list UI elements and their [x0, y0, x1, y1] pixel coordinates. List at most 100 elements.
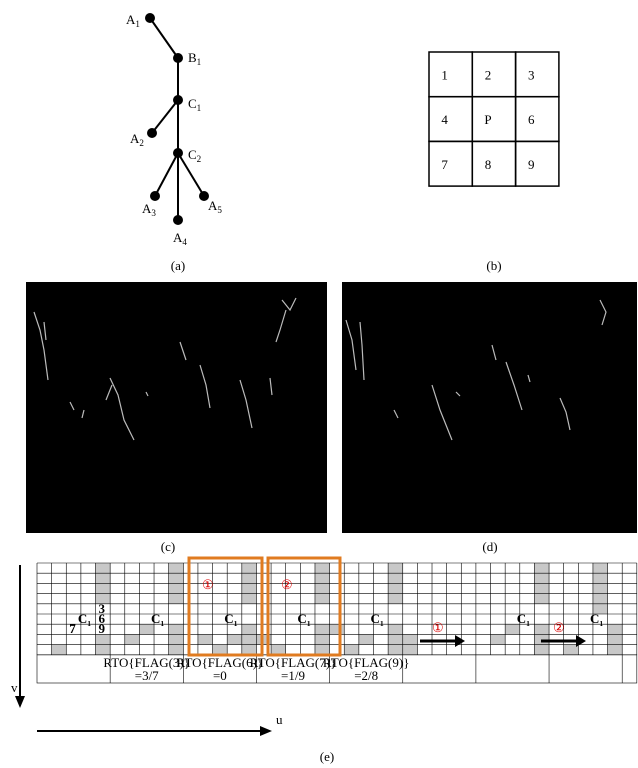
gray-cell — [198, 634, 213, 644]
gray-cell — [242, 624, 257, 634]
grid-cell — [429, 141, 472, 186]
cell-label: 2 — [485, 67, 492, 82]
gray-cell — [169, 645, 184, 655]
gray-cell — [242, 573, 257, 583]
gray-cell — [593, 573, 608, 583]
label-base: C — [517, 611, 526, 626]
label-sub: 1 — [197, 57, 202, 67]
caption: (e) — [320, 749, 334, 764]
label-sub: 1 — [87, 619, 91, 628]
gray-cell — [169, 634, 184, 644]
label: C1 — [151, 611, 164, 628]
caption: (b) — [486, 258, 501, 273]
gray-cell — [534, 624, 549, 634]
gray-cell — [344, 645, 359, 655]
label-sub: 1 — [197, 103, 202, 113]
label: C1 — [224, 611, 237, 628]
gray-cell — [534, 645, 549, 655]
gray-cell — [593, 563, 608, 573]
grid-cell — [429, 97, 472, 142]
gray-cell — [271, 645, 286, 655]
label-base: C — [370, 611, 379, 626]
gray-cell — [608, 645, 623, 655]
label-sub: 1 — [135, 19, 140, 29]
gray-cell — [169, 583, 184, 593]
label-sub: 1 — [599, 619, 603, 628]
gray-cell — [388, 583, 403, 593]
label-base: C — [188, 147, 197, 162]
tree-node — [173, 53, 183, 63]
axis-label: v — [11, 680, 18, 695]
skeleton-image — [342, 282, 637, 533]
gray-cell — [242, 594, 257, 604]
label-sub: 3 — [151, 208, 156, 218]
gray-cell — [388, 634, 403, 644]
grid-cell — [516, 141, 559, 186]
caption: (c) — [161, 539, 175, 554]
grid-cell — [516, 52, 559, 97]
gray-cell — [315, 563, 330, 573]
tree-node — [173, 215, 183, 225]
gray-cell — [242, 563, 257, 573]
label-sub: 4 — [182, 237, 187, 247]
marker: ② — [281, 577, 293, 592]
label-sub: 1 — [307, 619, 311, 628]
gray-cell — [388, 645, 403, 655]
label-base: C — [297, 611, 306, 626]
grid-cell — [472, 141, 515, 186]
tree-edge — [150, 18, 178, 58]
gray-cell — [491, 634, 506, 644]
gray-cell — [359, 634, 374, 644]
gray-cell — [125, 634, 140, 644]
label: C2 — [188, 147, 202, 164]
gray-cell — [169, 573, 184, 583]
gray-cell — [213, 645, 228, 655]
gray-cell — [96, 573, 111, 583]
label-base: C — [188, 96, 197, 111]
gray-cell — [96, 563, 111, 573]
rto-value: =2/8 — [354, 668, 378, 683]
gray-cell — [315, 645, 330, 655]
gray-cell — [534, 583, 549, 593]
gray-cell — [242, 645, 257, 655]
skeleton-image — [26, 282, 327, 533]
gray-cell — [315, 634, 330, 644]
label: A3 — [142, 201, 156, 218]
cell-label: 3 — [528, 67, 535, 82]
gray-cell — [169, 563, 184, 573]
arrow-head — [576, 635, 586, 647]
label-base: C — [590, 611, 599, 626]
label: C1 — [370, 611, 383, 628]
cell-label: 7 — [441, 157, 448, 172]
gray-cell — [169, 594, 184, 604]
label-base: C — [78, 611, 87, 626]
label-sub: 2 — [139, 138, 144, 148]
marker: ① — [202, 577, 214, 592]
caption: (d) — [482, 539, 497, 554]
arrow-head — [260, 726, 272, 736]
arrow-head — [15, 696, 25, 708]
gray-cell — [315, 594, 330, 604]
cell-label: P — [484, 112, 491, 127]
label: B1 — [188, 50, 201, 67]
gray-cell — [227, 634, 242, 644]
gray-cell — [242, 634, 257, 644]
grid-cell — [472, 52, 515, 97]
label-sub: 1 — [234, 619, 238, 628]
marker: ① — [432, 620, 444, 635]
gray-cell — [534, 573, 549, 583]
gray-cell — [330, 624, 345, 634]
gray-cell — [388, 573, 403, 583]
grid-cell — [472, 97, 515, 142]
gray-cell — [388, 563, 403, 573]
label: C1 — [188, 96, 201, 113]
label: C1 — [78, 611, 91, 628]
rto-value: =1/9 — [281, 668, 305, 683]
tree-node — [147, 128, 157, 138]
tree-node — [150, 191, 160, 201]
arrow-head — [455, 635, 465, 647]
gray-cell — [608, 634, 623, 644]
gray-cell — [315, 583, 330, 593]
gray-cell — [608, 624, 623, 634]
cell-label: 8 — [485, 157, 492, 172]
